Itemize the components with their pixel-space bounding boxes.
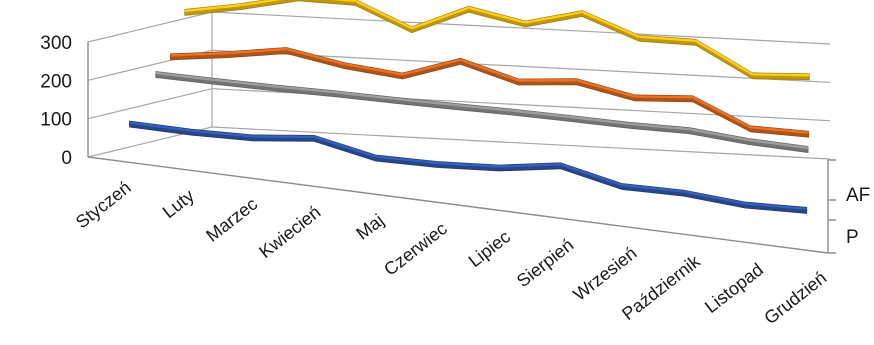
x-tick-label: Maj <box>352 210 387 244</box>
y-tick-label: 0 <box>61 148 72 169</box>
x-tick-label: Marzec <box>202 194 261 246</box>
data-point <box>392 99 394 101</box>
x-tick-label: Luty <box>159 185 198 222</box>
data-point <box>695 41 697 44</box>
data-point <box>459 60 462 62</box>
data-point <box>184 11 186 14</box>
data-point <box>682 192 685 194</box>
x-tick-label: Styczeń <box>72 177 135 232</box>
series-ribbon <box>170 47 809 138</box>
data-point <box>751 75 754 77</box>
data-point <box>805 209 808 212</box>
series-2 <box>169 47 810 138</box>
gridline-back-0 <box>211 126 831 160</box>
data-point <box>807 133 810 135</box>
data-point <box>273 87 276 89</box>
data-point <box>251 137 254 139</box>
data-point <box>467 8 470 10</box>
data-point <box>333 92 335 95</box>
data-point <box>285 49 288 52</box>
data-point <box>744 204 746 206</box>
data-point <box>524 23 527 25</box>
series-0 <box>128 120 808 214</box>
gridline-back-300 <box>211 11 831 45</box>
x-tick-label: Grudzień <box>760 268 830 329</box>
series-line <box>184 0 810 77</box>
data-point <box>343 64 346 67</box>
floor-front-edge <box>87 156 829 254</box>
data-point <box>749 128 752 130</box>
data-point <box>411 28 413 31</box>
data-point <box>559 165 562 167</box>
data-point <box>510 111 513 113</box>
data-point <box>401 75 404 77</box>
depth-label: P <box>846 227 859 248</box>
series-line <box>155 71 809 150</box>
x-tick-label: Lipiec <box>465 226 514 271</box>
data-point <box>570 117 572 120</box>
data-point <box>227 53 230 56</box>
series-line <box>170 47 809 134</box>
data-point <box>354 1 356 4</box>
gridline-left-300 <box>87 11 213 43</box>
data-point <box>498 167 500 169</box>
gridline-left-100 <box>87 88 213 120</box>
x-tick-label: Kwiecień <box>255 202 324 262</box>
data-point <box>451 105 454 107</box>
data-point <box>629 124 631 127</box>
data-point <box>638 37 640 39</box>
data-point <box>808 76 811 78</box>
data-point <box>190 131 192 133</box>
data-point <box>214 80 216 83</box>
data-point <box>155 73 157 76</box>
x-tick-label: Wrzesień <box>569 243 640 305</box>
data-point <box>169 56 172 58</box>
data-point <box>621 185 623 188</box>
series-1 <box>155 71 809 153</box>
y-tick-label: 300 <box>40 33 72 54</box>
data-point <box>747 140 750 143</box>
x-tick-label: Listopad <box>701 259 767 317</box>
data-point <box>688 129 691 132</box>
data-point <box>691 98 694 100</box>
series-ribbon <box>184 0 810 81</box>
y-tick-label: 200 <box>40 71 72 92</box>
data-point <box>240 5 243 8</box>
data-point <box>581 12 583 15</box>
series-3 <box>184 0 811 81</box>
data-point <box>313 137 316 140</box>
depth-label: AF <box>846 185 870 206</box>
data-point <box>128 123 131 125</box>
x-tick-label: Czerwiec <box>380 218 451 279</box>
data-point <box>374 157 377 159</box>
y-tick-label: 100 <box>40 110 72 131</box>
series-layer <box>128 0 811 214</box>
series-line <box>129 121 807 211</box>
series-ribbon <box>129 120 808 214</box>
data-point <box>517 81 520 83</box>
x-tick-label: Sierpień <box>513 235 577 291</box>
data-point <box>807 148 809 151</box>
data-point <box>633 97 636 99</box>
data-point <box>436 163 439 166</box>
data-point <box>575 80 578 83</box>
